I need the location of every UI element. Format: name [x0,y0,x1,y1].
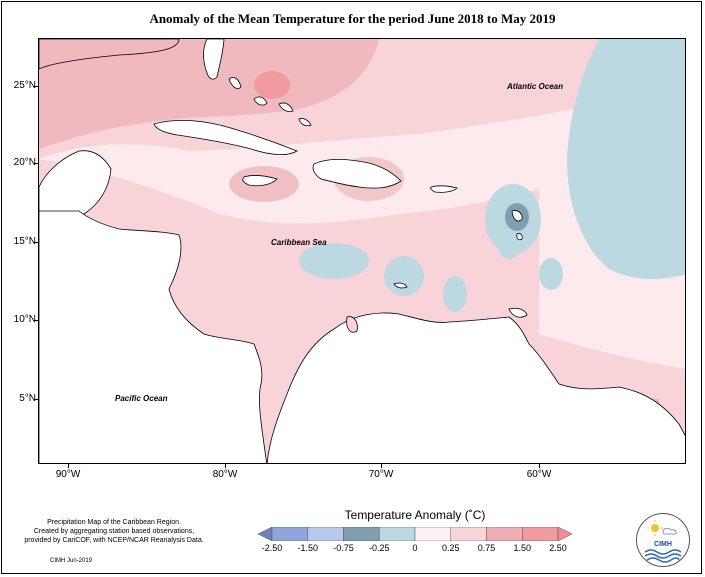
color-bar-extend-low [258,527,273,541]
land-bahamas-1 [228,77,242,89]
color-bar-tick-label: 1.50 [513,543,532,553]
label-caribbean-sea: Caribbean Sea [271,238,327,247]
land-jamaica [242,175,278,187]
lat-label-20n: 20°N [13,157,36,168]
land-trinidad [508,307,528,318]
lat-label-5n: 5°N [19,393,36,404]
land-south-america [266,312,685,463]
color-bar-cell [450,527,487,541]
credits-note: CIMH Jun-2019 [50,558,93,564]
color-bar-tick-label: -0.75 [333,543,354,553]
color-bar-tick-label: -2.50 [261,543,283,553]
land-martinique [516,232,523,241]
cool-zone-atlantic [567,39,685,279]
legend-title: Temperature Anomaly (˚C) [344,508,486,522]
lon-label-60w: 60°W [526,469,552,480]
credits-block: Precipitation Map of the Caribbean Regio… [14,518,214,545]
map-title: Anomaly of the Mean Temperature for the … [149,11,556,26]
label-pacific-ocean: Pacific Ocean [115,394,168,403]
color-bar-extend-high [557,527,572,541]
land [39,39,685,463]
land-maracaibo [346,316,358,333]
credits-line-2: Created by aggregating station based obs… [33,528,195,535]
credits-line-3: provided by CariCOF, with NCEP/NCAR Rean… [24,537,204,544]
lat-tick-20n [34,163,38,164]
cool-spot-caribbean-mid [384,256,424,296]
land-cuba [153,120,298,155]
lat-tick-15n [34,242,38,243]
sun-cloud-wave-icon [644,520,682,563]
lon-label-70w: 70°W [368,469,394,480]
color-bar-tick-label: 0.25 [441,543,460,553]
lon-label-90w: 90°W [55,469,81,480]
color-bar-tick-label: 0.75 [477,543,496,553]
land-florida [203,39,225,80]
color-bar-cell [379,527,416,541]
lat-tick-10n [34,320,38,321]
lat-label-15n: 15°N [13,236,36,247]
land-aruba-curacao [393,282,408,289]
logo-text: CIMH [654,541,672,548]
land-central-america [39,210,268,463]
cool-spot-trinidad [499,239,519,259]
color-bar-tick-label: 2.50 [549,543,567,553]
color-bar-cell [307,527,344,541]
lon-tick-80w [225,464,226,468]
color-bar-cell [343,527,380,541]
lon-tick-70w [381,464,382,468]
cool-spot-caribbean-west [299,243,369,279]
cimh-logo: CIMH [636,513,690,567]
credits-line-1: Precipitation Map of the Caribbean Regio… [47,519,181,526]
cool-spot-barbados [539,258,563,290]
cool-spot-caribbean-east [443,276,467,312]
lat-label-10n: 10°N [13,314,36,325]
color-bar-tick-label: -1.50 [297,543,318,553]
lat-label-25n: 25°N [13,80,36,91]
color-bar-tick-label: 0 [412,543,418,553]
land-puerto-rico [430,185,458,193]
lat-tick-5n [34,399,38,400]
lon-tick-60w [539,464,540,468]
land-gulf-coast [39,39,180,70]
lat-tick-25n [34,86,38,87]
land-bahamas-4 [298,118,312,127]
land-bahamas-3 [278,102,294,112]
color-bar-cell [486,527,523,541]
lon-tick-90w [68,464,69,468]
color-bar-tick-label: -0.25 [368,543,390,553]
warm-zone-gulf [39,39,379,149]
temperature-anomaly-map: Atlantic Ocean Caribbean Sea Pacific Oce… [38,38,686,464]
lon-label-80w: 80°W [212,469,238,480]
color-bar-cell [414,527,451,541]
hot-spot-bahamas [254,71,290,99]
color-bar [258,527,572,541]
map-canvas: Atlantic Ocean Caribbean Sea Pacific Oce… [39,39,685,463]
color-bar-cell [271,527,308,541]
color-bar-cell [522,527,559,541]
land-guadeloupe [511,210,523,222]
label-atlantic-ocean: Atlantic Ocean [506,82,563,91]
land-hispaniola [312,158,402,189]
land-bahamas-2 [253,96,268,106]
